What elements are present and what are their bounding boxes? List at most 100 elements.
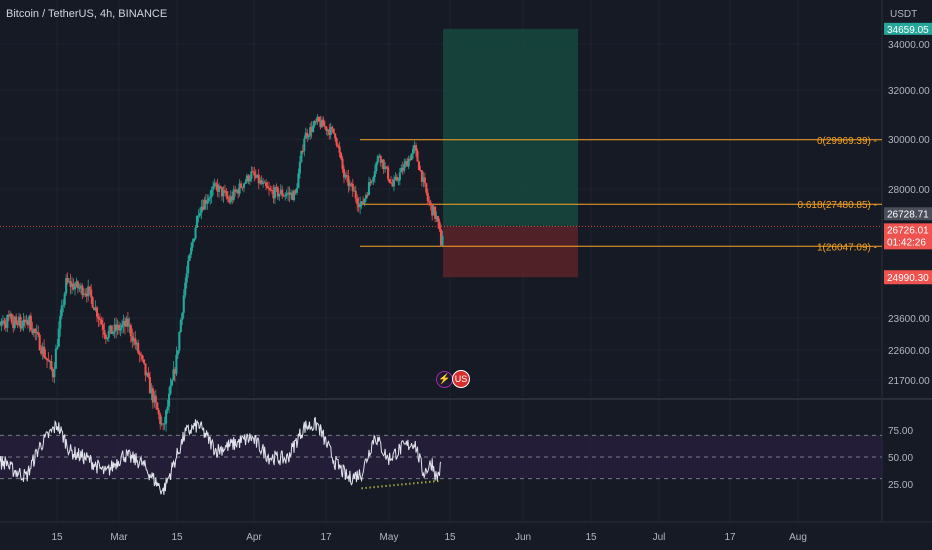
candle[interactable] — [387, 167, 390, 180]
candle[interactable] — [157, 409, 160, 415]
candle[interactable] — [194, 227, 197, 239]
candle[interactable] — [151, 388, 154, 403]
candle[interactable] — [413, 145, 416, 149]
candle[interactable] — [35, 332, 38, 334]
candle[interactable] — [154, 395, 157, 403]
candle[interactable] — [219, 185, 222, 188]
candle[interactable] — [90, 289, 93, 298]
candle[interactable] — [13, 316, 16, 329]
candle[interactable] — [432, 206, 435, 216]
candle[interactable] — [181, 312, 184, 320]
candle[interactable] — [54, 348, 57, 369]
candle[interactable] — [43, 346, 46, 358]
candle[interactable] — [438, 221, 441, 230]
candle[interactable] — [112, 331, 115, 334]
candle[interactable] — [59, 315, 62, 329]
candle[interactable] — [81, 285, 84, 296]
candle[interactable] — [159, 414, 162, 425]
candle[interactable] — [388, 179, 391, 183]
candle[interactable] — [48, 361, 52, 363]
candle[interactable] — [400, 167, 403, 173]
candle[interactable] — [288, 192, 291, 195]
candle[interactable] — [128, 325, 131, 327]
candle[interactable] — [31, 330, 34, 334]
candle[interactable] — [226, 196, 229, 199]
candle[interactable] — [6, 315, 9, 328]
candle[interactable] — [69, 281, 72, 287]
candle[interactable] — [132, 338, 135, 342]
candle[interactable] — [38, 334, 41, 351]
candle[interactable] — [153, 395, 156, 403]
candle[interactable] — [290, 192, 293, 195]
candle[interactable] — [339, 152, 343, 159]
stop-price-tag[interactable] — [884, 270, 932, 285]
candle[interactable] — [357, 204, 360, 208]
candle[interactable] — [353, 190, 356, 192]
candle[interactable] — [320, 119, 323, 128]
candle[interactable] — [3, 320, 6, 324]
candle[interactable] — [66, 278, 69, 282]
candle[interactable] — [140, 354, 143, 356]
candle[interactable] — [260, 180, 263, 184]
candle[interactable] — [101, 324, 104, 331]
candle[interactable] — [379, 156, 382, 163]
candle[interactable] — [285, 193, 288, 196]
candle[interactable] — [18, 316, 21, 326]
candle[interactable] — [173, 369, 176, 374]
candle[interactable] — [63, 293, 66, 305]
candle[interactable] — [284, 195, 287, 197]
candle[interactable] — [28, 315, 31, 326]
candle[interactable] — [82, 293, 85, 296]
candle[interactable] — [254, 175, 257, 178]
candle[interactable] — [169, 385, 172, 394]
candle[interactable] — [407, 158, 410, 167]
candle[interactable] — [94, 307, 97, 311]
candle[interactable] — [217, 185, 221, 192]
candle[interactable] — [187, 260, 190, 274]
candle[interactable] — [228, 198, 231, 203]
candle[interactable] — [162, 423, 165, 425]
us-flag-icon[interactable]: US — [452, 370, 470, 388]
candle[interactable] — [204, 199, 207, 204]
candle[interactable] — [19, 316, 22, 329]
candle[interactable] — [135, 342, 138, 345]
candle[interactable] — [104, 334, 107, 340]
candle[interactable] — [176, 350, 179, 355]
candle[interactable] — [175, 354, 178, 374]
candle[interactable] — [297, 173, 300, 189]
candle[interactable] — [172, 369, 175, 381]
candle[interactable] — [369, 182, 372, 184]
candle[interactable] — [417, 161, 420, 171]
candle[interactable] — [295, 188, 298, 193]
candle[interactable] — [273, 187, 276, 199]
candle[interactable] — [307, 135, 310, 138]
candle[interactable] — [41, 346, 44, 354]
candle[interactable] — [34, 329, 37, 333]
candle[interactable] — [147, 373, 150, 378]
candle[interactable] — [257, 174, 260, 184]
candle[interactable] — [23, 319, 27, 323]
candle[interactable] — [122, 321, 125, 325]
candle[interactable] — [206, 200, 209, 204]
candle[interactable] — [245, 175, 249, 182]
candle[interactable] — [97, 316, 100, 319]
candle[interactable] — [294, 190, 297, 193]
symbol-title[interactable]: Bitcoin / TetherUS, 4h, BINANCE — [6, 8, 168, 20]
candle[interactable] — [215, 183, 218, 185]
candle[interactable] — [75, 281, 78, 287]
candle[interactable] — [342, 168, 346, 178]
candle[interactable] — [419, 170, 422, 172]
candle[interactable] — [263, 182, 266, 184]
target-price-tag[interactable] — [884, 22, 932, 35]
candle[interactable] — [79, 285, 82, 288]
candle[interactable] — [7, 315, 10, 317]
candle[interactable] — [403, 164, 406, 171]
candle[interactable] — [141, 355, 144, 360]
candle[interactable] — [213, 183, 216, 187]
candle[interactable] — [16, 323, 19, 326]
candle[interactable] — [251, 171, 254, 173]
candle[interactable] — [126, 318, 129, 327]
candle[interactable] — [315, 121, 318, 123]
candle[interactable] — [429, 202, 432, 204]
candle[interactable] — [248, 178, 251, 182]
